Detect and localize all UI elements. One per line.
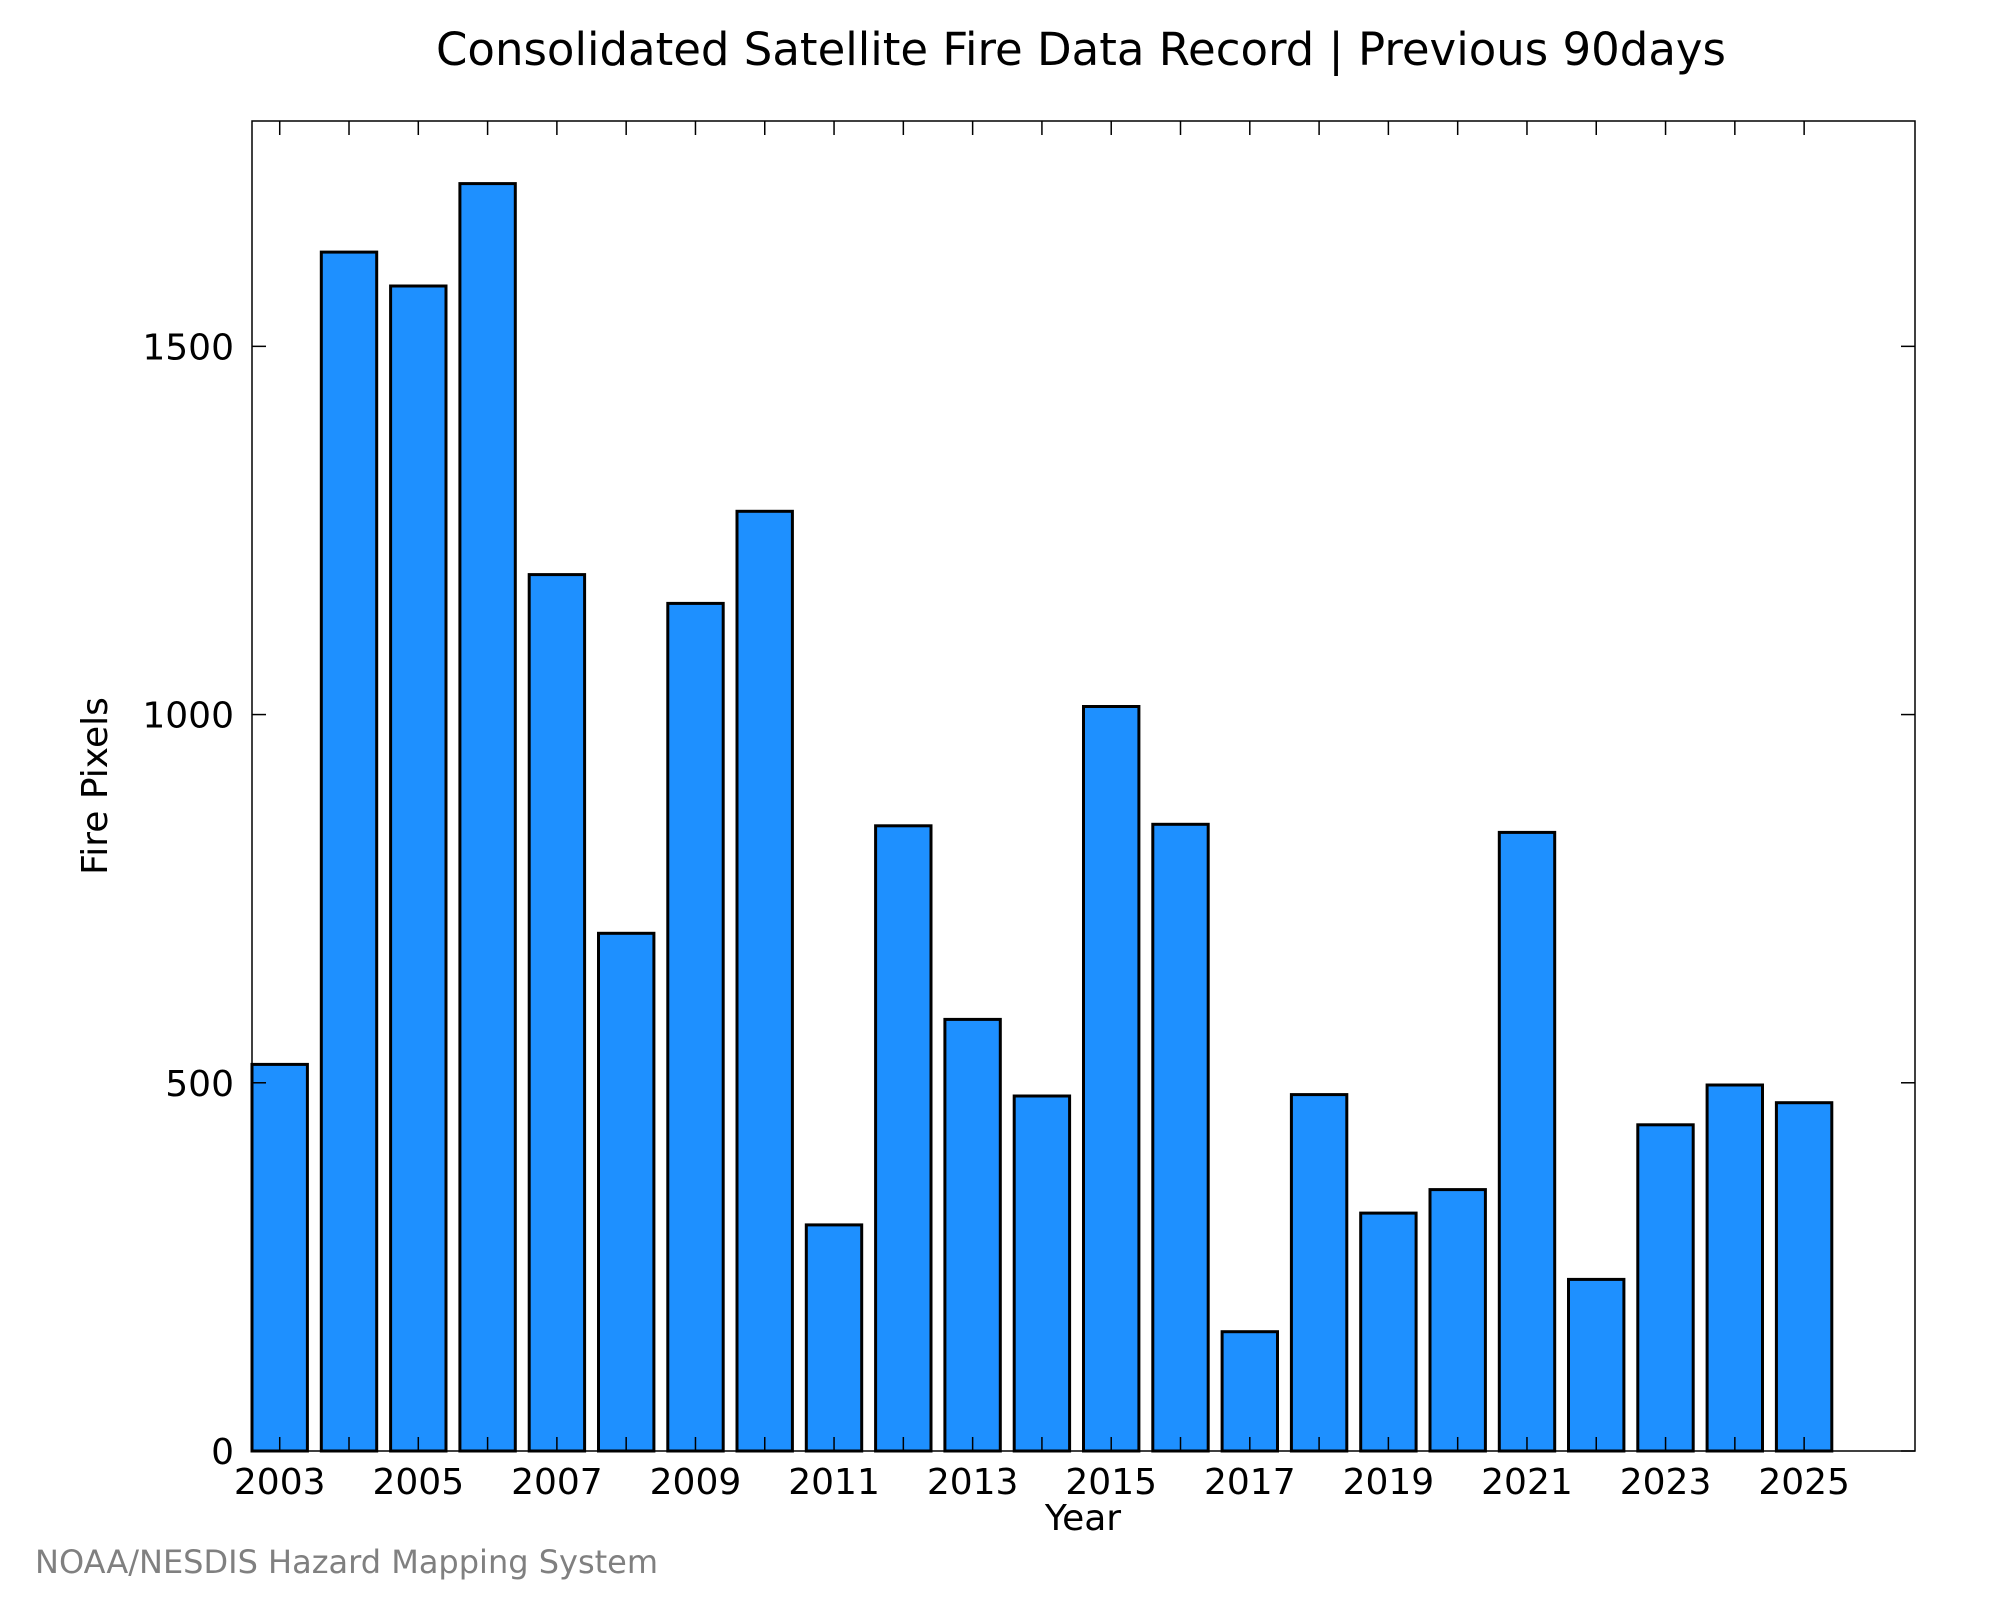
x-tick-label: 2025 bbox=[1758, 1462, 1850, 1503]
bar-2022 bbox=[1567, 1277, 1626, 1453]
ticks-layer: 2003 2005 2007 2009 2011 2013 2015 2017 2019 2021… bbox=[142, 121, 1915, 1503]
bar-2006 bbox=[458, 182, 517, 1453]
bar-2016 bbox=[1151, 822, 1210, 1453]
x-tick-label: 2003 bbox=[234, 1462, 326, 1503]
bar-2005 bbox=[389, 284, 448, 1453]
bar-2011 bbox=[804, 1223, 864, 1453]
y-axis-label: Fire Pixels bbox=[75, 697, 116, 875]
bars-layer bbox=[250, 182, 1834, 1453]
bar-2009 bbox=[666, 601, 725, 1453]
x-tick-label: 2005 bbox=[372, 1462, 464, 1503]
bar-2014 bbox=[1012, 1094, 1072, 1453]
bar-2018 bbox=[1289, 1093, 1349, 1453]
bar-2010 bbox=[735, 509, 794, 1453]
bar-2017 bbox=[1220, 1330, 1279, 1453]
x-tick-label: 2015 bbox=[1065, 1462, 1157, 1503]
bar-2015 bbox=[1082, 705, 1141, 1453]
bar-2021 bbox=[1497, 830, 1557, 1453]
bar-2024 bbox=[1705, 1083, 1764, 1453]
bar-2023 bbox=[1636, 1123, 1695, 1453]
x-tick-label: 2023 bbox=[1620, 1462, 1712, 1503]
bar-2004 bbox=[319, 250, 379, 1453]
bar-2008 bbox=[597, 931, 656, 1453]
x-tick-label: 2017 bbox=[1204, 1462, 1296, 1503]
x-tick-label: 2007 bbox=[511, 1462, 603, 1503]
x-axis-label: Year bbox=[1044, 1498, 1121, 1539]
bar-2025 bbox=[1774, 1101, 1834, 1453]
chart-title: Consolidated Satellite Fire Data Record … bbox=[436, 23, 1726, 76]
credit-text: NOAA/NESDIS Hazard Mapping System bbox=[35, 1543, 658, 1581]
bar-2007 bbox=[527, 573, 587, 1453]
y-tick-label: 0 bbox=[211, 1432, 234, 1473]
bar-2020 bbox=[1428, 1188, 1487, 1453]
bar-2013 bbox=[943, 1017, 1002, 1453]
bar-2019 bbox=[1359, 1211, 1418, 1453]
y-tick-label: 500 bbox=[165, 1064, 234, 1105]
bar-2003 bbox=[250, 1062, 309, 1453]
x-tick-label: 2019 bbox=[1343, 1462, 1435, 1503]
x-tick-label: 2009 bbox=[650, 1462, 742, 1503]
x-tick-label: 2021 bbox=[1481, 1462, 1573, 1503]
y-tick-label: 1500 bbox=[142, 327, 234, 368]
x-tick-label: 2013 bbox=[927, 1462, 1019, 1503]
y-tick-label: 1000 bbox=[142, 696, 234, 737]
bar-2012 bbox=[874, 824, 933, 1453]
plot-frame bbox=[251, 120, 1916, 1452]
x-tick-label: 2011 bbox=[788, 1462, 880, 1503]
